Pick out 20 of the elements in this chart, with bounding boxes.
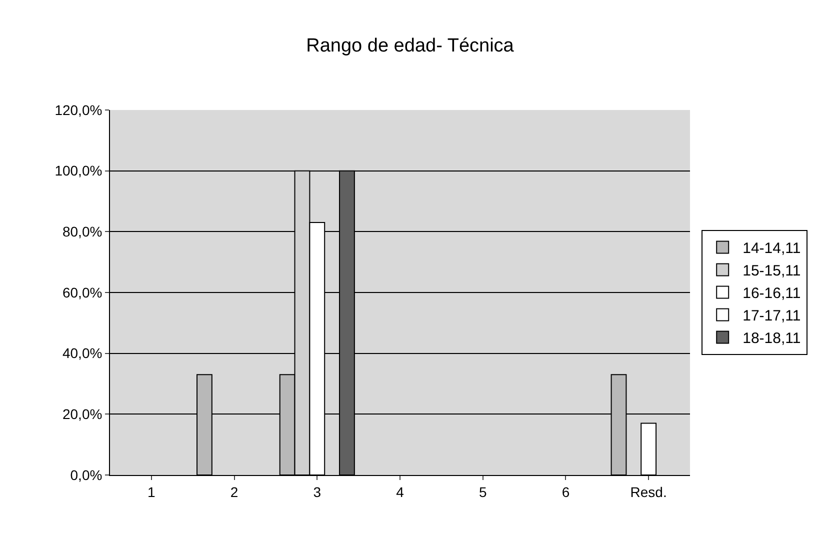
chart-title: Rango de edad- Técnica <box>306 35 514 56</box>
x-tick-label: 6 <box>562 484 570 500</box>
x-tick-label: 1 <box>148 484 156 500</box>
y-tick-label: 120,0% <box>54 102 102 118</box>
legend-label: 16-16,11 <box>742 285 801 302</box>
y-tick-label: 80,0% <box>62 224 102 240</box>
y-tick-label: 0,0% <box>70 466 102 483</box>
y-tick-label: 40,0% <box>62 345 102 362</box>
y-tick-label: 100,0% <box>54 162 102 179</box>
legend-label: 15-15,11 <box>742 262 801 280</box>
y-tick-label: 20,0% <box>62 406 102 422</box>
legend-label: 17-17,11 <box>742 308 801 325</box>
x-tick-label: 4 <box>396 484 404 500</box>
x-tick-label: 2 <box>230 484 238 500</box>
x-tick-label: 3 <box>313 484 322 500</box>
x-tick-label: Resd. <box>630 484 667 500</box>
legend-label: 18-18,11 <box>742 330 801 348</box>
legend-label: 14-14,11 <box>742 240 801 258</box>
x-tick-label: 5 <box>478 484 487 500</box>
y-tick-label: 60,0% <box>62 284 102 300</box>
